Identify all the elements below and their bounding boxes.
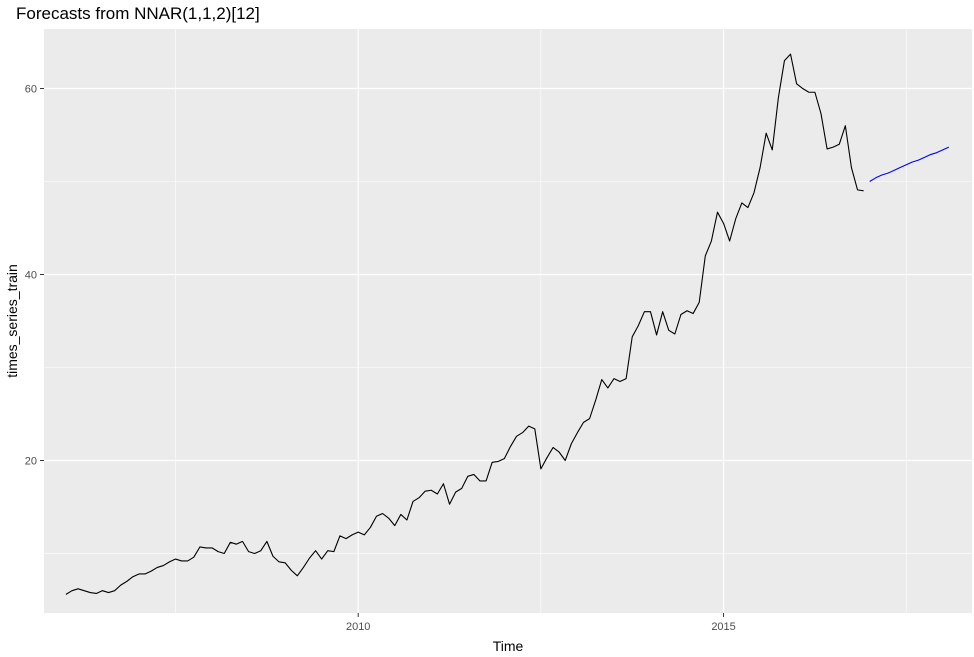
observed-series-line — [65, 53, 864, 595]
minor-grid — [44, 29, 972, 613]
x-axis-title: Time — [493, 638, 524, 654]
y-axis-title: times_series_train — [4, 264, 20, 378]
series-layer — [65, 53, 950, 595]
y-tick-label: 60 — [25, 84, 37, 96]
plot-panel — [44, 29, 972, 613]
x-tick-label: 2015 — [711, 621, 735, 633]
forecast-series-line — [869, 146, 950, 182]
y-tick-label: 40 — [25, 270, 37, 282]
x-tick-label: 2010 — [346, 621, 370, 633]
major-grid — [44, 29, 972, 613]
y-tick-label: 20 — [25, 455, 37, 467]
chart-title: Forecasts from NNAR(1,1,2)[12] — [16, 4, 260, 23]
tick-layer: 2010 2015 20 40 60 — [25, 84, 736, 633]
